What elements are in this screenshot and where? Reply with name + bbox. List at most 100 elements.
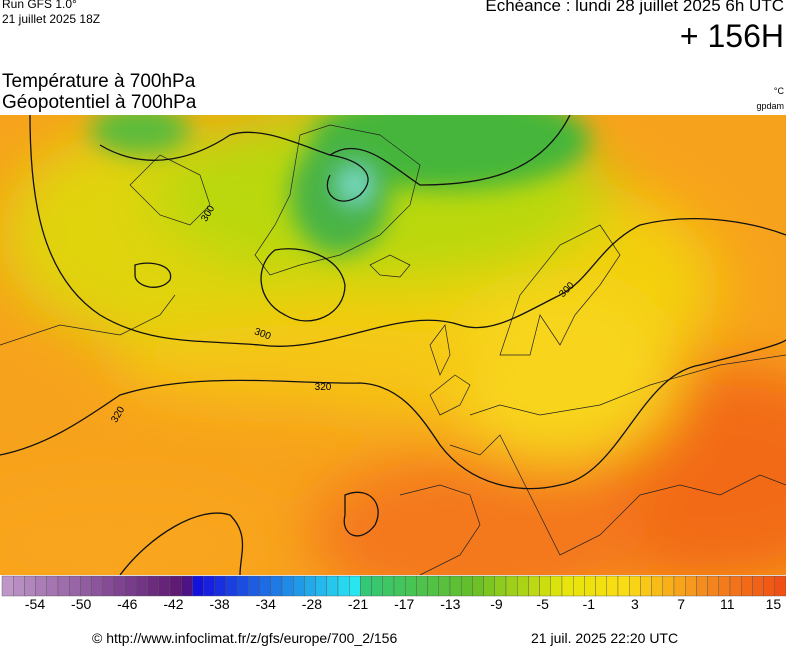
scale-swatch bbox=[360, 575, 372, 597]
scale-swatch bbox=[24, 575, 36, 597]
scale-swatch bbox=[416, 575, 428, 597]
coastlines bbox=[0, 124, 786, 575]
scale-swatch bbox=[1, 575, 14, 597]
scale-swatch bbox=[438, 575, 451, 597]
scale-swatch bbox=[293, 575, 305, 597]
scale-swatch bbox=[707, 575, 719, 597]
scale-swatch bbox=[505, 575, 518, 597]
scale-label: -42 bbox=[163, 596, 183, 611]
valid-time: Echéance : lundi 28 juillet 2025 6h UTC bbox=[485, 0, 784, 15]
scale-swatch bbox=[192, 575, 204, 597]
scale-label: -13 bbox=[440, 596, 460, 611]
scale-swatch bbox=[629, 575, 641, 597]
scale-label: 3 bbox=[631, 596, 639, 611]
scale-swatch bbox=[68, 575, 81, 597]
scale-swatch bbox=[472, 575, 484, 597]
scale-label: 15 bbox=[766, 596, 782, 611]
field-2: Géopotentiel à 700hPa bbox=[2, 92, 197, 113]
scale-label: -17 bbox=[394, 596, 414, 611]
scale-swatch bbox=[12, 575, 25, 597]
scale-swatch bbox=[550, 575, 563, 597]
scale-swatch bbox=[80, 575, 92, 597]
scale-swatch bbox=[427, 575, 440, 597]
scale-label: -46 bbox=[117, 596, 137, 611]
scale-swatch bbox=[248, 575, 260, 597]
scale-swatch bbox=[270, 575, 283, 597]
scale-swatch bbox=[113, 575, 126, 597]
scale-swatch bbox=[449, 575, 462, 597]
scale-swatch bbox=[763, 575, 775, 597]
contour-label: 320 bbox=[315, 382, 332, 393]
temperature-field bbox=[0, 115, 786, 575]
scale-swatch bbox=[203, 575, 216, 597]
scale-swatch bbox=[304, 575, 316, 597]
scale-swatch bbox=[102, 575, 115, 597]
scale-swatch bbox=[169, 575, 182, 597]
scale-label: -21 bbox=[348, 596, 368, 611]
scale-swatch bbox=[315, 575, 328, 597]
scale-label: -54 bbox=[25, 596, 45, 611]
scale-label: -50 bbox=[71, 596, 91, 611]
scale-swatch bbox=[382, 575, 395, 597]
scale-swatch bbox=[561, 575, 574, 597]
scale-swatch bbox=[46, 575, 59, 597]
scale-swatch bbox=[729, 575, 742, 597]
scale-swatch bbox=[718, 575, 731, 597]
field-1: Température à 700hPa bbox=[2, 71, 196, 92]
scale-swatch bbox=[225, 575, 238, 597]
scale-swatch bbox=[752, 575, 764, 597]
geopotential-contours bbox=[0, 115, 786, 575]
scale-swatch bbox=[595, 575, 607, 597]
scale-swatch bbox=[539, 575, 551, 597]
scale-swatch bbox=[259, 575, 272, 597]
scale-swatch bbox=[236, 575, 249, 597]
scale-swatch bbox=[405, 575, 417, 597]
scale-swatch bbox=[573, 575, 585, 597]
scale-swatch bbox=[774, 575, 786, 597]
scale-swatch bbox=[35, 575, 47, 597]
source: © http://www.infoclimat.fr/z/gfs/europe/… bbox=[92, 630, 398, 646]
scale-swatch bbox=[662, 575, 675, 597]
scale-label: 11 bbox=[720, 596, 735, 611]
scale-swatch bbox=[517, 575, 529, 597]
scale-label: -34 bbox=[256, 596, 276, 611]
run-label: Run GFS 1.0° bbox=[2, 0, 77, 11]
scale-swatch bbox=[349, 575, 361, 597]
scale-swatch bbox=[651, 575, 663, 597]
scale-label: -9 bbox=[490, 596, 503, 611]
scale-swatch bbox=[584, 575, 596, 597]
color-scale: -54 -50 -46 -42 -38 -34 -28 -21 -17 -13 -9 -5 -1 3 7 11… bbox=[1, 575, 786, 611]
scale-label: -28 bbox=[302, 596, 322, 611]
generated-time: 21 juil. 2025 22:20 UTC bbox=[531, 630, 679, 646]
scale-swatch bbox=[214, 575, 227, 597]
scale-swatch bbox=[371, 575, 384, 597]
scale-swatch bbox=[326, 575, 339, 597]
unit-1: °C bbox=[773, 86, 784, 96]
scale-swatch bbox=[483, 575, 496, 597]
scale-swatch bbox=[685, 575, 697, 597]
scale-swatch bbox=[393, 575, 406, 597]
scale-swatch bbox=[617, 575, 630, 597]
scale-swatch bbox=[57, 575, 70, 597]
run-date: 21 juillet 2025 18Z bbox=[2, 12, 101, 26]
scale-swatch bbox=[180, 575, 193, 597]
scale-swatch bbox=[640, 575, 652, 597]
scale-label: -1 bbox=[583, 596, 596, 611]
scale-swatch bbox=[91, 575, 103, 597]
lead-time: + 156H bbox=[679, 18, 784, 54]
scale-label: -5 bbox=[536, 596, 549, 611]
scale-swatch bbox=[696, 575, 708, 597]
scale-swatch bbox=[158, 575, 171, 597]
scale-label: -38 bbox=[209, 596, 229, 611]
scale-swatch bbox=[124, 575, 137, 597]
unit-2: gpdam bbox=[756, 101, 784, 111]
scale-swatch bbox=[528, 575, 540, 597]
scale-swatch bbox=[494, 575, 507, 597]
scale-label: 7 bbox=[677, 596, 685, 611]
scale-swatch bbox=[337, 575, 350, 597]
scale-swatch bbox=[136, 575, 148, 597]
scale-swatch bbox=[281, 575, 294, 597]
scale-swatch bbox=[606, 575, 619, 597]
